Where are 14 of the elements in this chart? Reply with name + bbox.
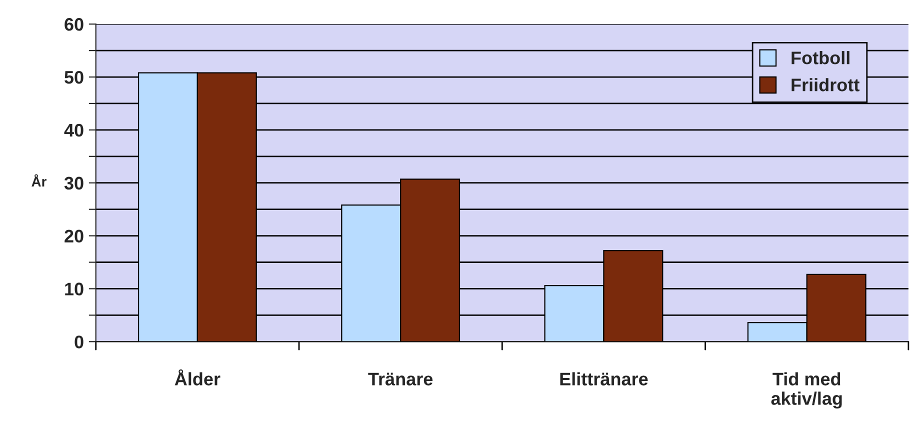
y-tick-label: 20 bbox=[64, 230, 84, 243]
x-tick-label: Tid med aktiv/lag bbox=[771, 372, 842, 409]
x-tick-label: Tränare bbox=[368, 372, 433, 386]
y-tick-label: 10 bbox=[65, 282, 84, 296]
legend-label: Friidrott bbox=[792, 78, 860, 92]
y-tick-label: 40 bbox=[64, 124, 84, 137]
y-tick-label: 60 bbox=[64, 18, 84, 31]
y-tick-label: 50 bbox=[64, 70, 84, 84]
y-tick-label: 30 bbox=[64, 176, 84, 190]
y-tick-label: 0 bbox=[74, 336, 84, 348]
legend-label: Fotboll bbox=[792, 51, 850, 64]
x-tick-label: Ålder bbox=[174, 369, 220, 386]
y-axis-title: År bbox=[32, 174, 46, 186]
x-tick-label: Elittränare bbox=[560, 372, 648, 386]
